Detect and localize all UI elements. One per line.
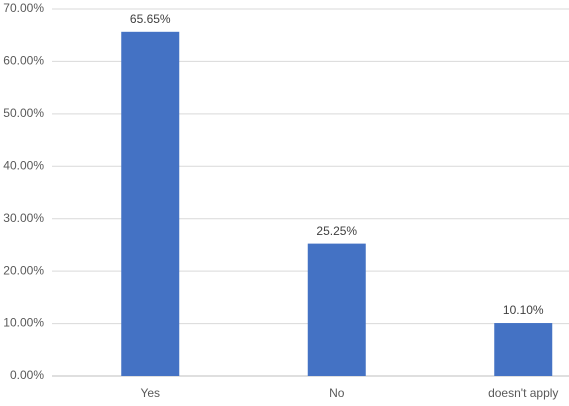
x-tick-label: No [329, 386, 345, 400]
x-tick-label: doesn't apply [488, 386, 558, 400]
x-tick-label: Yes [140, 386, 160, 400]
bar [121, 31, 180, 377]
data-label: 10.10% [503, 303, 544, 317]
y-tick-label: 30.00% [3, 211, 44, 225]
y-tick-label: 70.00% [3, 1, 44, 15]
y-tick-label: 0.00% [10, 368, 44, 382]
data-label: 25.25% [316, 224, 357, 238]
y-tick-label: 10.00% [3, 316, 44, 330]
bar [494, 323, 553, 376]
y-tick-label: 50.00% [3, 106, 44, 120]
y-tick-label: 20.00% [3, 263, 44, 277]
y-tick-label: 40.00% [3, 158, 44, 172]
y-tick-label: 60.00% [3, 54, 44, 68]
bar [307, 243, 366, 376]
data-label: 65.65% [130, 12, 171, 26]
